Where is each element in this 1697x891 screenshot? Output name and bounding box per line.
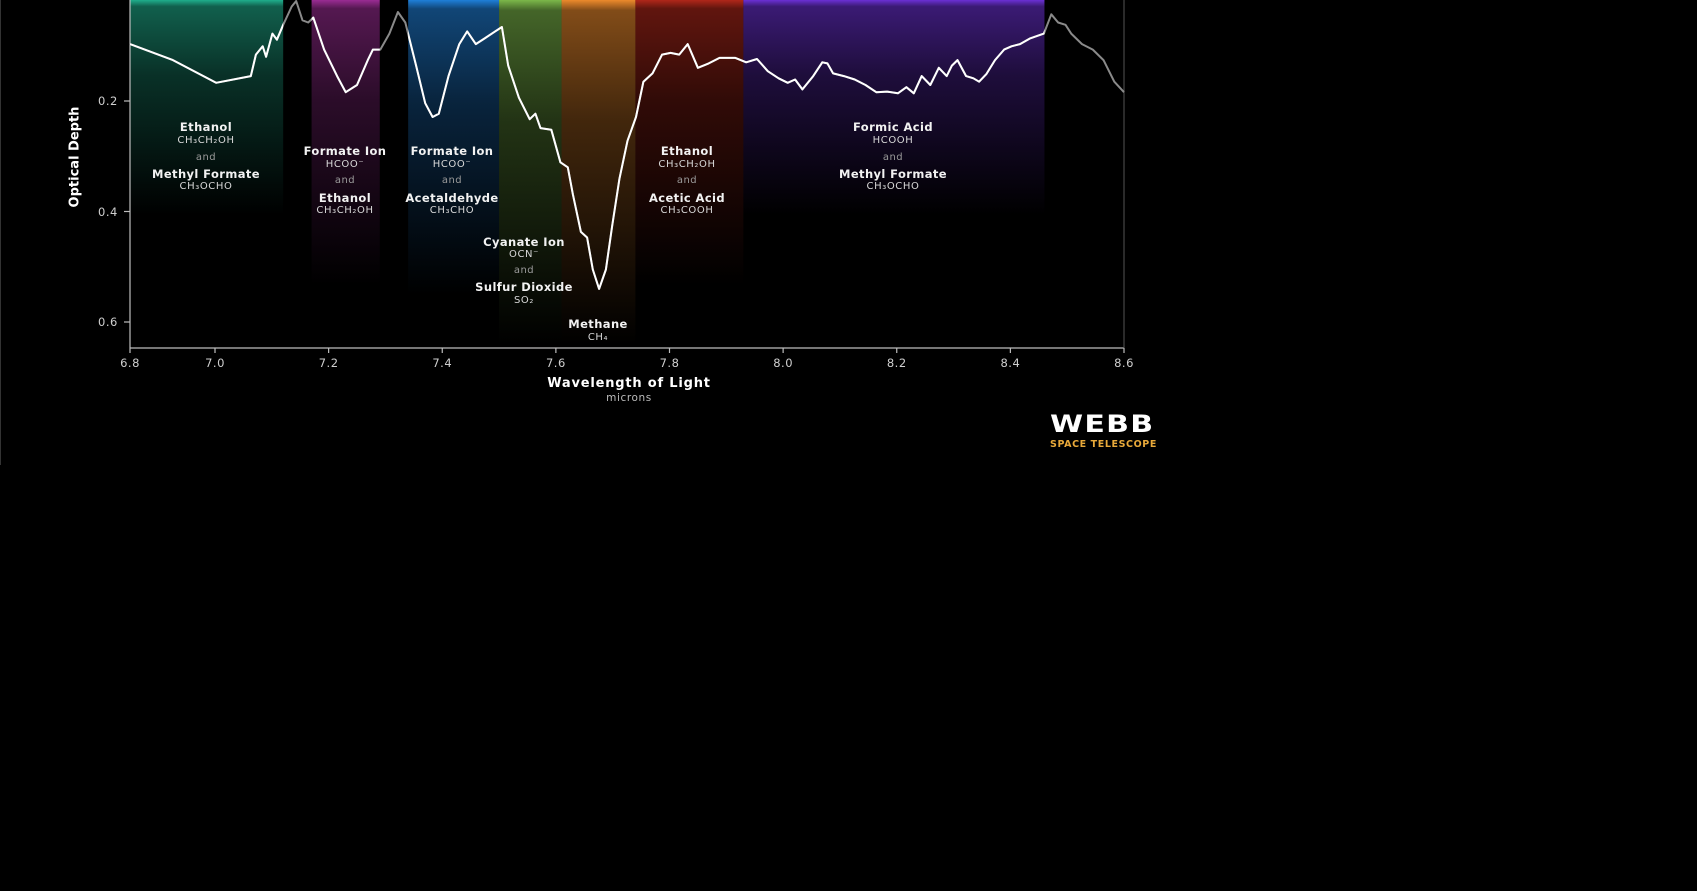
- x-tick-label: 6.8: [120, 356, 140, 370]
- molecule-name: Formic Acid: [853, 120, 933, 134]
- x-tick-label: 8.2: [886, 356, 907, 370]
- y-tick-label: 0.4: [98, 204, 118, 219]
- x-tick-label: 7.0: [205, 356, 225, 370]
- y-axis-title: Optical Depth: [67, 106, 83, 208]
- y-tick-label: 0.6: [98, 315, 118, 329]
- molecule-name: Acetaldehyde: [405, 191, 499, 205]
- webb-logo: WEBB SPACE TELESCOPE: [1050, 412, 1157, 450]
- left-edge-line: [0, 0, 1, 465]
- molecule-name: Ethanol: [660, 144, 714, 158]
- and-label: and: [334, 175, 356, 186]
- molecule-name: Methyl Formate: [152, 167, 260, 181]
- molecule-name: Sulfur Dioxide: [475, 280, 573, 294]
- absorption-band: [635, 0, 744, 285]
- x-tick-label: 7.8: [659, 356, 680, 370]
- x-axis-title: Wavelength of Light: [547, 376, 711, 391]
- x-axis-unit: microns: [606, 392, 652, 404]
- x-tick-label: 8.4: [1000, 356, 1021, 370]
- spectrum-line: [130, 0, 1045, 290]
- and-label: and: [882, 152, 904, 163]
- molecule-formula: CH₃CH₂OH: [316, 205, 374, 216]
- and-label: and: [676, 175, 698, 186]
- molecule-formula: CH₃OCHO: [866, 181, 920, 192]
- and-label: and: [513, 265, 535, 276]
- molecule-formula: CH₃OCHO: [179, 181, 233, 192]
- molecule-formula: OCN⁻: [508, 249, 540, 260]
- molecule-formula: CH₃CH₂OH: [658, 159, 716, 170]
- molecule-name: Ethanol: [179, 120, 233, 134]
- molecule-formula: HCOO⁻: [432, 159, 472, 170]
- molecule-name: Methyl Formate: [839, 167, 947, 181]
- absorption-band: [743, 0, 1045, 215]
- molecule-formula: CH₃CH₂OH: [177, 135, 235, 146]
- logo-wordmark: WEBB: [1050, 410, 1155, 438]
- and-label: and: [441, 175, 463, 186]
- molecule-formula: CH₄: [587, 332, 609, 343]
- molecule-formula: SO₂: [513, 295, 535, 306]
- absorption-band: [499, 0, 562, 345]
- molecule-name: Formate Ion: [303, 144, 387, 158]
- molecule-formula: HCOOH: [872, 135, 914, 146]
- molecule-name: Formate Ion: [410, 144, 494, 158]
- molecule-formula: CH₃COOH: [660, 205, 714, 216]
- absorption-band: [408, 0, 500, 295]
- molecule-formula: CH₃CHO: [429, 205, 475, 216]
- molecule-name: Methane: [568, 317, 628, 331]
- x-tick-label: 8.6: [1114, 356, 1134, 370]
- x-tick-label: 7.4: [432, 356, 453, 370]
- absorption-band: [130, 0, 284, 215]
- x-tick-label: 7.2: [318, 356, 339, 370]
- molecule-formula: HCOO⁻: [325, 159, 365, 170]
- x-tick-label: 7.6: [545, 356, 566, 370]
- logo-subtitle: SPACE TELESCOPE: [1050, 439, 1157, 450]
- molecule-name: Ethanol: [318, 191, 372, 205]
- molecule-name: Cyanate Ion: [483, 235, 565, 249]
- x-tick-label: 8.0: [773, 356, 794, 370]
- and-label: and: [195, 152, 217, 163]
- y-tick-label: 0.2: [98, 94, 118, 108]
- molecule-name: Acetic Acid: [648, 191, 726, 205]
